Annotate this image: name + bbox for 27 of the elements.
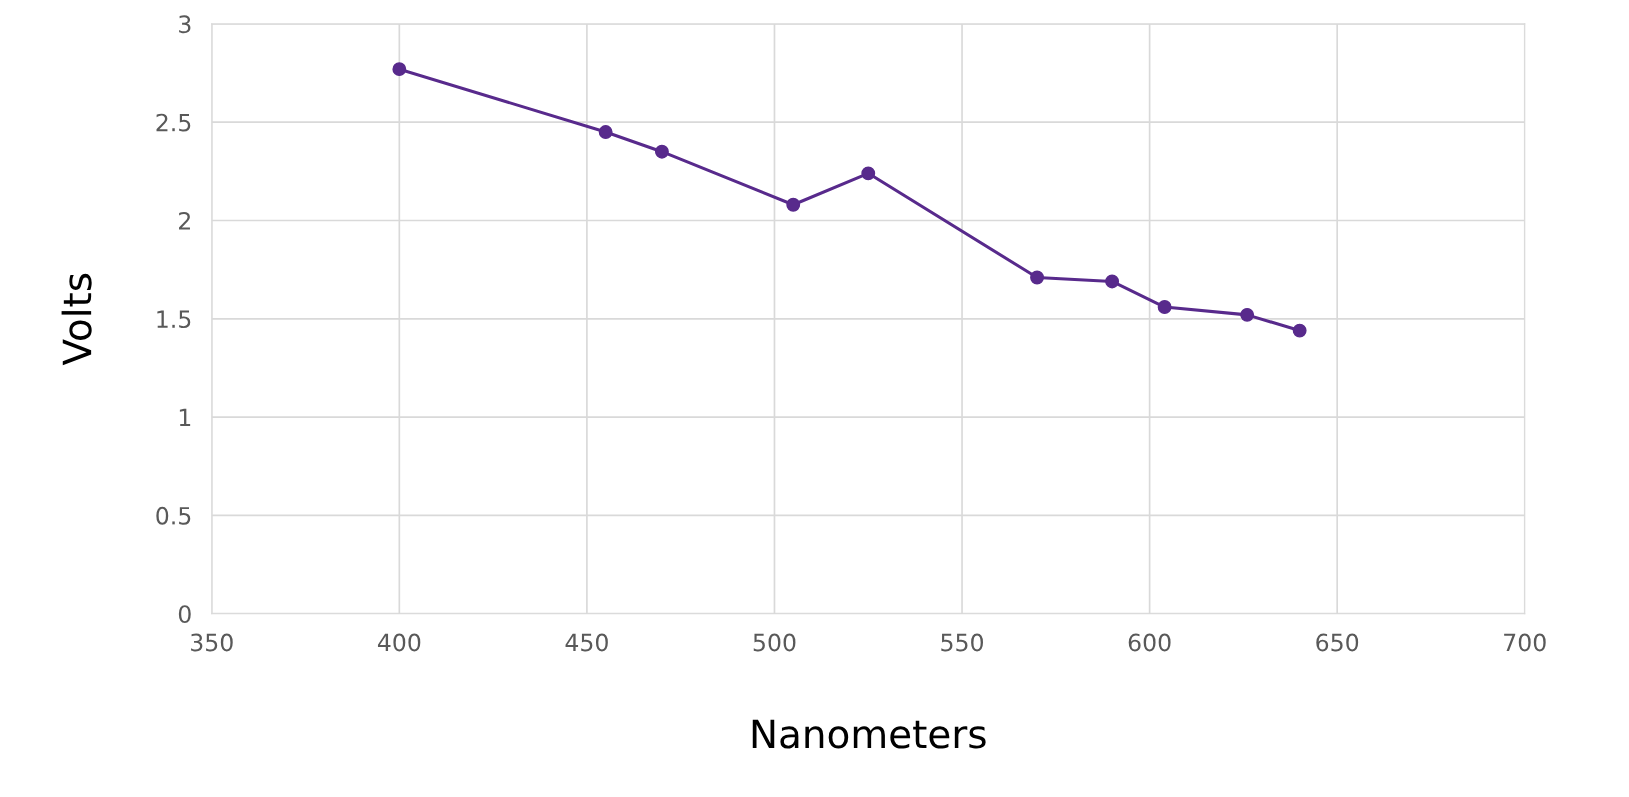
point xyxy=(598,125,613,139)
point xyxy=(392,62,407,77)
y-tick-label: 1 xyxy=(179,408,191,427)
point xyxy=(1030,270,1045,285)
point xyxy=(861,166,876,181)
y-tick-label: 3 xyxy=(179,15,191,34)
y-tick-label: 0.5 xyxy=(156,506,191,525)
x-tick-label: 350 xyxy=(191,633,233,652)
y-axis-title: Volts xyxy=(61,273,92,366)
x-tick-label: 400 xyxy=(377,633,421,652)
x-tick-label: 650 xyxy=(1316,633,1359,652)
point xyxy=(786,197,801,212)
x-tick-label: 700 xyxy=(1504,633,1546,652)
y-tick-label: 2 xyxy=(179,211,190,230)
x-tick-label: 600 xyxy=(1128,633,1171,652)
point xyxy=(1157,300,1172,314)
y-tick-label: 2.5 xyxy=(156,113,191,132)
x-tick-label: 550 xyxy=(941,633,984,652)
x-tick-label: 500 xyxy=(753,633,796,652)
y-tick-label: 0 xyxy=(178,605,191,623)
point xyxy=(1292,323,1307,338)
x-axis-title: Nanometers xyxy=(752,719,986,749)
y-tick-label: 1.5 xyxy=(157,310,191,329)
point xyxy=(1240,307,1255,322)
point xyxy=(1105,274,1120,289)
x-tick-label: 450 xyxy=(565,633,608,652)
point xyxy=(654,144,669,159)
